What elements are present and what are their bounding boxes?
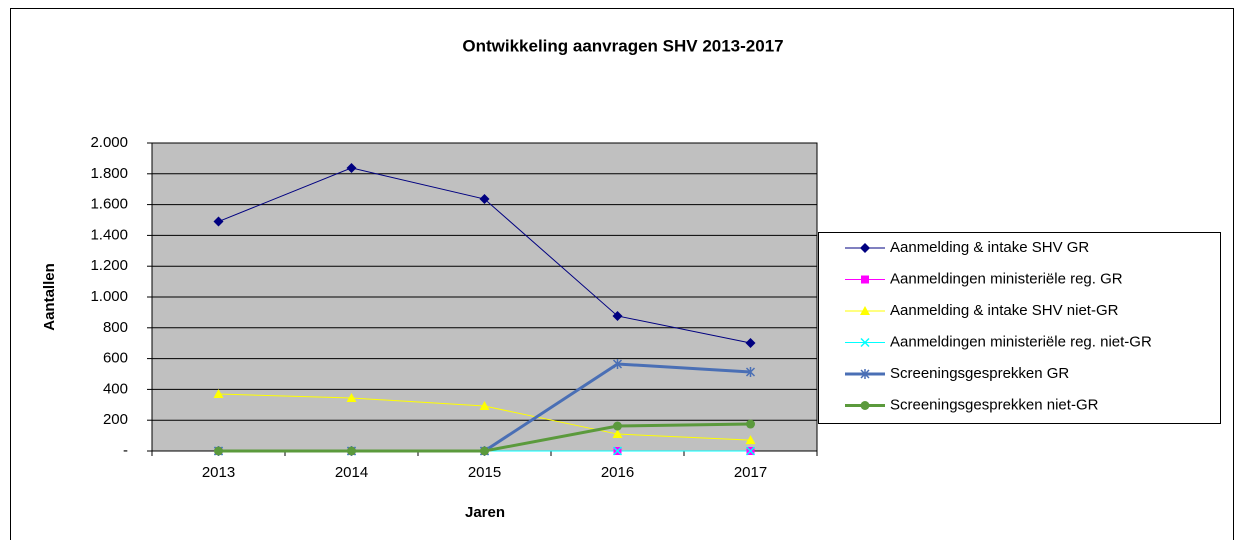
marker — [480, 446, 489, 456]
x-tick-label: 2014 — [335, 464, 368, 481]
marker — [479, 401, 490, 411]
legend-label: Screeningsgesprekken niet-GR — [890, 396, 1099, 413]
x-axis-label: Jaren — [465, 504, 505, 521]
marker — [612, 429, 623, 439]
legend-label: Aanmeldingen ministeriële reg. GR — [890, 270, 1123, 287]
marker — [860, 243, 870, 253]
y-tick-label: 1.800 — [90, 165, 128, 182]
y-axis-label: Aantallen — [41, 263, 58, 331]
x-tick-label: 2016 — [601, 464, 634, 481]
marker — [861, 275, 869, 284]
legend-box — [818, 232, 1221, 424]
marker — [745, 338, 756, 349]
chart-title: Ontwikkeling aanvragen SHV 2013-2017 — [462, 36, 783, 55]
marker — [214, 446, 223, 456]
y-tick-label: 1.000 — [90, 288, 128, 305]
x-tick-label: 2013 — [202, 464, 235, 481]
legend-label: Aanmeldingen ministeriële reg. niet-GR — [890, 333, 1152, 350]
y-tick-label: 200 — [103, 411, 128, 428]
marker — [612, 310, 623, 321]
marker — [860, 401, 870, 410]
marker — [347, 446, 356, 456]
y-tick-label: 1.400 — [90, 226, 128, 243]
marker — [746, 419, 755, 429]
y-tick-label: 1.200 — [90, 257, 128, 274]
marker — [745, 366, 756, 377]
marker — [346, 393, 357, 403]
marker — [346, 162, 357, 173]
y-tick-label: 2.000 — [90, 134, 128, 151]
marker — [479, 194, 490, 205]
y-tick-label: 400 — [103, 380, 128, 397]
marker — [213, 389, 224, 399]
marker — [745, 446, 756, 456]
marker — [612, 446, 623, 456]
legend-label: Aanmelding & intake SHV GR — [890, 239, 1089, 256]
x-tick-label: 2015 — [468, 464, 501, 481]
marker — [745, 435, 756, 445]
marker — [612, 358, 623, 369]
legend-label: Screeningsgesprekken GR — [890, 365, 1069, 382]
y-tick-label: 600 — [103, 350, 128, 367]
marker — [613, 421, 622, 431]
x-tick-label: 2017 — [734, 464, 767, 481]
marker — [860, 369, 870, 379]
marker — [860, 306, 870, 315]
legend-label: Aanmelding & intake SHV niet-GR — [890, 302, 1119, 319]
y-tick-label: 1.600 — [90, 196, 128, 213]
marker — [860, 337, 870, 348]
y-tick-label: 800 — [103, 319, 128, 336]
legend: Aanmelding & intake SHV GR Aanmeldingen m… — [818, 232, 1221, 424]
marker — [213, 216, 224, 227]
y-tick-label: - — [123, 442, 128, 459]
